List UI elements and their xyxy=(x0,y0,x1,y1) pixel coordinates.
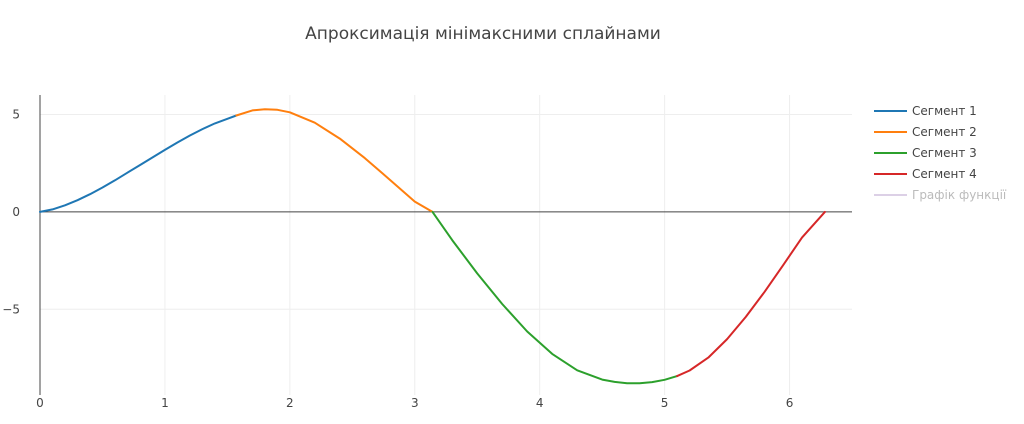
legend-label: Сегмент 1 xyxy=(912,104,977,118)
legend-label: Графік функції xyxy=(912,188,1007,202)
legend-item[interactable]: Сегмент 2 xyxy=(874,125,977,139)
legend-item[interactable]: Графік функції xyxy=(874,188,1007,202)
x-tick-label: 3 xyxy=(411,396,419,410)
x-tick-label: 6 xyxy=(786,396,794,410)
chart-title: Апроксимація мінімаксними сплайнами xyxy=(305,24,661,44)
y-tick-label: 5 xyxy=(12,107,20,121)
legend[interactable]: Сегмент 1 Сегмент 2 Сегмент 3 Сегмент 4 Граф… xyxy=(874,104,1007,202)
legend-item[interactable]: Сегмент 4 xyxy=(874,167,977,181)
legend-label: Сегмент 3 xyxy=(912,146,977,160)
series-group xyxy=(39,108,826,385)
grid xyxy=(40,95,852,395)
x-tick-label: 1 xyxy=(161,396,169,410)
tick-labels: 0 1 2 3 4 5 6 5 0 −5 xyxy=(2,107,793,410)
y-tick-label: 0 xyxy=(12,205,20,219)
series-line-3 xyxy=(431,210,679,385)
legend-item[interactable]: Сегмент 1 xyxy=(874,104,977,118)
series-line-1 xyxy=(39,114,238,213)
x-tick-label: 5 xyxy=(661,396,669,410)
series-line-2 xyxy=(235,108,434,213)
x-tick-label: 2 xyxy=(286,396,294,410)
series-line-4 xyxy=(676,210,826,378)
x-tick-label: 4 xyxy=(536,396,544,410)
legend-label: Сегмент 4 xyxy=(912,167,977,181)
x-tick-label: 0 xyxy=(36,396,44,410)
legend-item[interactable]: Сегмент 3 xyxy=(874,146,977,160)
y-tick-label: −5 xyxy=(2,302,20,316)
legend-label: Сегмент 2 xyxy=(912,125,977,139)
axes xyxy=(39,95,852,395)
